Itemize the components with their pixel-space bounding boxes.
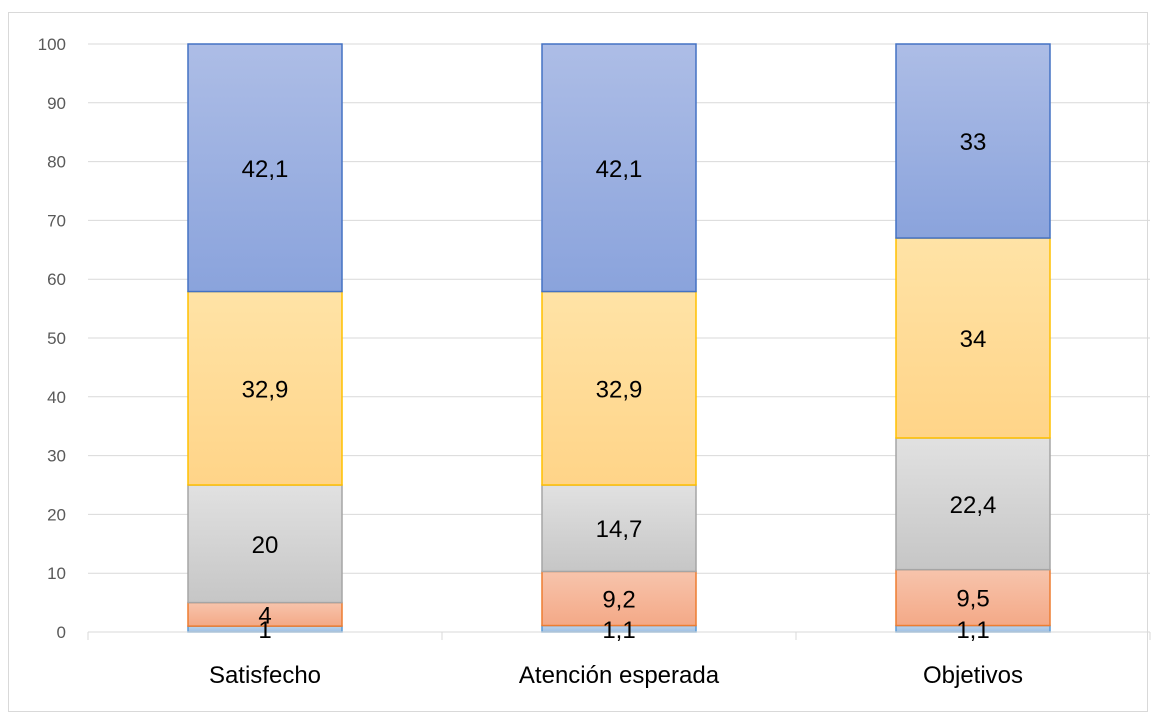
y-tick-label: 30	[47, 447, 66, 466]
data-label: 1,1	[956, 617, 989, 644]
data-label: 42,1	[242, 156, 289, 183]
bars	[187, 43, 1051, 633]
data-label: 22,4	[950, 492, 997, 519]
bar-segment	[895, 237, 1051, 439]
data-labels: 14 20 32,9 42,1 1,1 9,2 14,7 32,9 42,1 1,1 9,5 22,4…	[242, 129, 997, 644]
category-label: Objetivos	[923, 662, 1023, 689]
data-label: 1	[258, 617, 271, 644]
y-tick-label: 80	[47, 153, 66, 172]
y-tick-label: 0	[57, 623, 66, 642]
x-axis	[87, 631, 1151, 640]
bar-segment	[895, 568, 1051, 627]
bar-segment	[541, 484, 697, 573]
data-label: 1,1	[602, 617, 635, 644]
data-label: 9,5	[956, 586, 989, 613]
bar-segment	[895, 437, 1051, 571]
data-label: 34	[960, 326, 987, 353]
bar-segment	[541, 43, 697, 293]
data-label: 4	[258, 602, 271, 629]
data-label: 42,1	[596, 156, 643, 183]
bar-segment	[895, 43, 1051, 239]
y-tick-label: 90	[47, 94, 66, 113]
data-label: 9,2	[602, 586, 635, 613]
bar-segment	[541, 290, 697, 486]
category-label: Atención esperada	[519, 662, 720, 689]
y-tick-label: 50	[47, 329, 66, 348]
y-tick-label: 10	[47, 564, 66, 583]
category-labels: Satisfecho Atención esperada Objetivos	[209, 662, 1023, 689]
bar-segment	[541, 570, 697, 627]
y-tick-label: 100	[38, 35, 66, 54]
y-tick-label: 20	[47, 505, 66, 524]
data-label: 32,9	[242, 376, 289, 403]
data-label: 32,9	[596, 376, 643, 403]
bar-segment	[187, 290, 343, 486]
data-label: 33	[960, 129, 987, 156]
y-tick-label: 70	[47, 211, 66, 230]
y-axis-ticks: 0 10 20 30 40 50 60 70 80 90 100	[38, 35, 66, 642]
category-label: Satisfecho	[209, 662, 321, 689]
bar-segment	[187, 43, 343, 293]
y-tick-label: 60	[47, 270, 66, 289]
data-label: 20	[252, 532, 279, 559]
y-tick-label: 40	[47, 388, 66, 407]
data-label: 14,7	[596, 516, 643, 543]
